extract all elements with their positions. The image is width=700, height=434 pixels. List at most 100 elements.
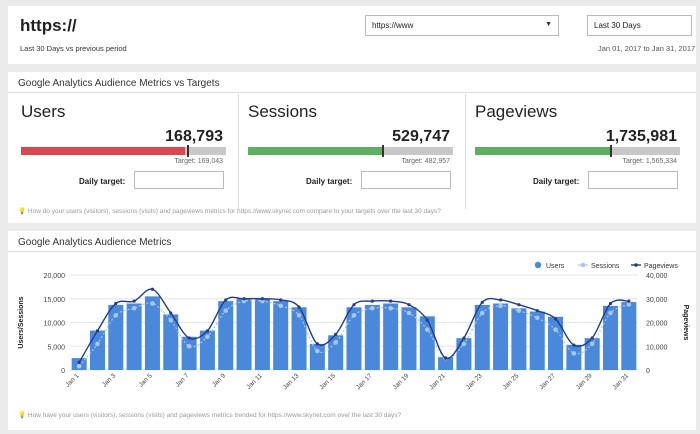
point-pageviews [462,336,466,340]
point-sessions [370,305,375,311]
divider [465,94,466,209]
daily-target-input[interactable] [361,171,451,189]
divider [8,251,696,252]
bar-users [419,316,435,370]
x-tick-label: Jan 7 [174,372,190,388]
point-pageviews [608,301,613,306]
targets-panel-title: Google Analytics Audience Metrics vs Tar… [18,78,220,89]
bar-users [309,343,325,370]
bar-users [474,304,490,370]
metric-sessions: Sessions 529,747 Target: 482,957 Daily t… [238,94,465,204]
point-sessions [571,351,577,356]
point-pageviews [572,343,576,347]
point-sessions [296,313,302,318]
point-pageviews [407,303,411,307]
bar-users [108,304,124,370]
lightbulb-icon: 💡 [18,412,28,419]
point-sessions [608,310,613,316]
point-sessions [461,341,467,347]
bar-users [89,330,105,370]
metric-pageviews: Pageviews 1,735,981 Target: 1,565,334 Da… [465,94,692,204]
x-tick-label: Jan 31 [611,372,630,391]
divider [238,94,239,209]
daily-target-label: Daily target: [79,177,126,186]
point-pageviews [150,287,155,291]
point-pageviews [224,298,228,302]
progress-bar [248,145,453,157]
point-sessions [76,363,82,369]
point-sessions [626,302,632,307]
daily-target-input[interactable] [588,171,678,189]
point-pageviews [242,297,246,301]
point-pageviews [389,299,393,303]
point-sessions [278,303,284,309]
metric-value: 1,735,981 [605,128,677,145]
daily-target-input[interactable] [134,171,224,189]
legend-marker-users [534,261,542,269]
bar-users [126,303,142,370]
point-pageviews [590,336,594,340]
metric-users: Users 168,793 Target: 169,043 Daily targ… [11,94,238,204]
point-pageviews [553,317,558,321]
x-tick-label: Jan 1 [64,372,80,388]
metric-target: Target: 1,565,334 [622,158,678,165]
point-pageviews [627,299,631,303]
targets-panel: Google Analytics Audience Metrics vs Tar… [8,72,696,223]
y-axis-label: Users/Sessions [18,296,25,348]
bar-users [621,302,637,370]
point-sessions [315,348,320,354]
point-sessions [95,341,100,347]
chart-footnote-text: How have your users (visitors), sessions… [27,412,402,419]
metric-target: Target: 482,957 [401,158,450,165]
y-tick-label: 20,000 [44,273,66,280]
point-sessions [406,310,412,316]
point-sessions [131,305,137,311]
point-sessions [113,313,119,318]
metric-name: Pageviews [475,102,558,121]
bar-users [493,303,509,370]
y-tick-label: 0 [61,368,65,375]
y2-tick-label: 0 [646,368,650,375]
point-sessions [150,301,155,306]
point-pageviews [187,336,191,340]
url-select[interactable]: https://www ▼ [365,15,559,36]
point-pageviews [444,356,448,360]
metric-name: Users [21,102,66,121]
bar-users [529,311,545,370]
targets-footnote: 💡 How do your users (visitors), sessions… [18,207,441,215]
bar-users [438,357,454,370]
point-sessions [351,313,357,318]
x-tick-label: Jan 21 [428,372,447,391]
point-pageviews [535,309,539,313]
point-pageviews [425,318,429,322]
bar-users [456,338,472,370]
audience-chart: 0 5,000 10,000 15,000 20,000 0 10,000 20,000 30,… [18,261,689,391]
point-pageviews [260,297,264,301]
bar-users [584,338,600,370]
x-tick-label: Jan 5 [138,372,154,388]
legend-label: Pageviews [644,263,678,270]
point-pageviews [114,301,118,306]
point-pageviews [517,303,521,307]
point-sessions [241,298,247,304]
y2-tick-label: 20,000 [646,321,668,328]
point-sessions [260,298,265,304]
point-sessions [553,327,558,332]
x-tick-label: Jan 3 [101,372,117,388]
bar-users [346,307,362,370]
chart-panel-title: Google Analytics Audience Metrics [18,237,172,248]
bar-users [236,298,252,370]
url-select-value: https://www [372,21,414,30]
point-pageviews [77,360,81,364]
period-select[interactable]: Last 30 Days [587,15,692,36]
point-sessions [516,308,522,313]
legend-marker-pageviews-dot [634,263,638,267]
progress-bar [21,145,226,157]
target-marker [187,145,190,157]
y2-axis-label: Pageviews [682,305,689,341]
point-pageviews [498,298,503,302]
x-tick-label: Jan 29 [575,372,594,391]
page-subtitle: Last 30 Days vs previous period [20,44,127,53]
x-tick-label: Jan 23 [465,372,484,391]
x-tick-label: Jan 11 [245,372,264,391]
